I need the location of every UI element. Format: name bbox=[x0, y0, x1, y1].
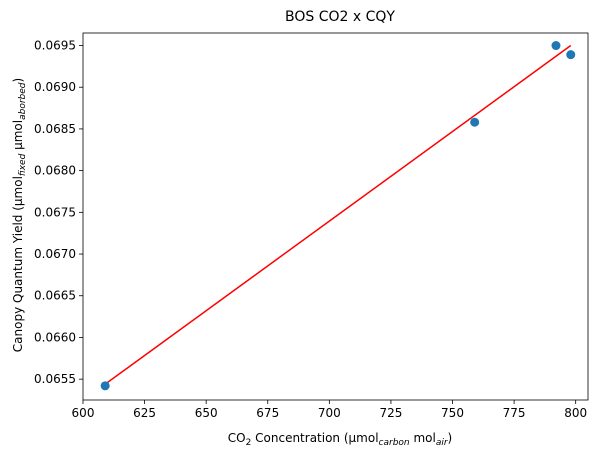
x-tick-label: 625 bbox=[133, 406, 156, 420]
y-tick-label: 0.0695 bbox=[34, 39, 76, 53]
data-point-4 bbox=[566, 50, 576, 60]
y-axis-label: Canopy Quantum Yield (µmolfixed µmolabor… bbox=[11, 78, 28, 352]
y-tick-label: 0.0655 bbox=[34, 372, 76, 386]
y-tick-label: 0.0675 bbox=[34, 205, 76, 219]
data-point-3 bbox=[551, 41, 561, 51]
fit-line bbox=[104, 44, 572, 385]
x-tick-label: 650 bbox=[195, 406, 218, 420]
chart-title: BOS CO2 x CQY bbox=[285, 9, 395, 25]
x-axis: 600 625 650 675 700 725 750 775 800 bbox=[72, 400, 587, 420]
x-tick-label: 700 bbox=[318, 406, 341, 420]
y-tick-label: 0.0685 bbox=[34, 122, 76, 136]
y-tick-label: 0.0690 bbox=[34, 80, 76, 94]
x-tick-label: 600 bbox=[72, 406, 95, 420]
x-tick-label: 775 bbox=[503, 406, 526, 420]
x-tick-label: 800 bbox=[564, 406, 587, 420]
data-point-2 bbox=[470, 117, 480, 127]
y-tick-label: 0.0660 bbox=[34, 330, 76, 344]
plot-area bbox=[82, 32, 589, 401]
data-point-1 bbox=[100, 381, 110, 391]
x-axis-label: CO2 Concentration (µmolcarbon molair) bbox=[228, 431, 452, 448]
plot-frame bbox=[82, 32, 589, 401]
y-tick-label: 0.0680 bbox=[34, 164, 76, 178]
y-tick-label: 0.0665 bbox=[34, 289, 76, 303]
x-tick-label: 750 bbox=[441, 406, 464, 420]
x-tick-label: 725 bbox=[379, 406, 402, 420]
y-tick-label: 0.0670 bbox=[34, 247, 76, 261]
x-tick-label: 675 bbox=[256, 406, 279, 420]
y-axis: 0.0655 0.0660 0.0665 0.0670 0.0675 0.0680 0.06… bbox=[34, 39, 83, 386]
